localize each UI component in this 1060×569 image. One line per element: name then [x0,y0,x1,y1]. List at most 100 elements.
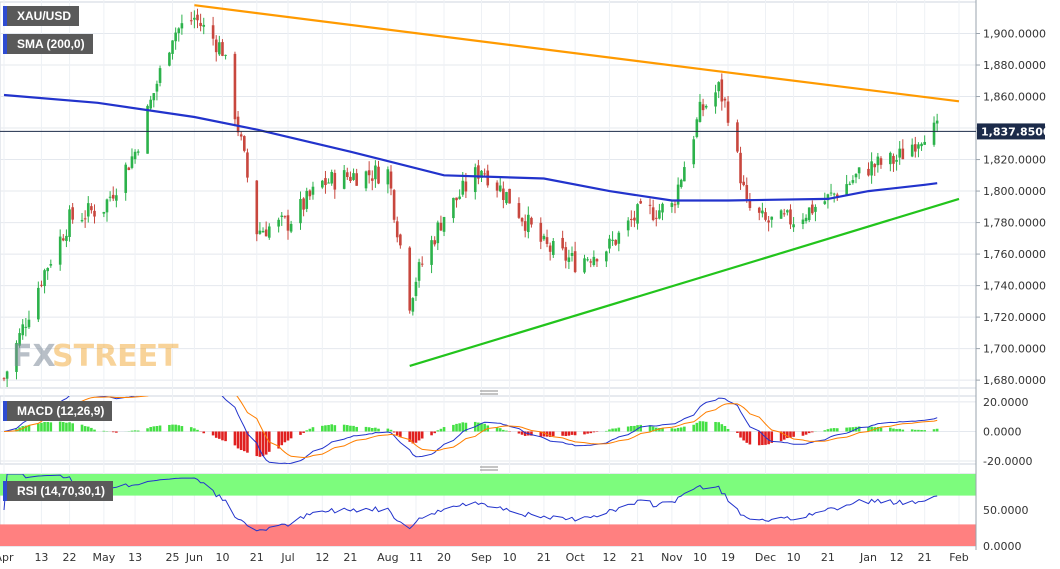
macd-histogram-bar [93,429,96,432]
macd-histogram-bar [505,430,508,432]
macd-histogram-bar [695,422,699,432]
macd-histogram-bar [439,428,443,432]
candle-body [811,204,814,214]
candle-body [517,203,521,218]
candle-body [826,194,830,201]
candle-body [779,210,783,219]
macd-histogram-bar [177,425,181,432]
candle-body [477,165,480,179]
x-tick-label: 12 [602,551,616,564]
panel-separator-handles[interactable] [480,390,498,471]
macd-histogram-bar [193,428,196,432]
macd-histogram-bar [420,431,424,439]
x-tick-label: 21 [537,551,551,564]
candle-body [46,268,49,272]
candle-body [480,170,483,178]
candle-body [823,201,827,204]
macd-histogram-bar [321,425,324,432]
macd-histogram-bar [302,431,305,433]
candle-body [564,247,568,261]
candle-body [879,158,883,165]
candle-body [932,122,936,145]
macd-histogram-bar [692,424,696,432]
candle-body [283,216,287,218]
x-tick-label: Oct [566,551,586,564]
macd-label[interactable]: MACD (12,26,9) [3,401,113,421]
candle-body [218,42,221,55]
candle-body [661,203,664,213]
macd-histogram-bar [670,428,674,432]
current-price-value: 1,837.8500 [981,125,1051,138]
candle-body [542,235,546,240]
candle-body [630,218,633,221]
macd-histogram-bar [835,428,839,432]
symbol-label[interactable]: XAU/USD [3,6,80,26]
macd-histogram-bar [46,421,49,432]
candle-body [374,165,377,180]
macd-histogram-bar [218,431,221,439]
candle-body [605,251,608,262]
macd-histogram-bar [658,428,661,432]
macd-histogram-bar [264,431,268,455]
watermark: FX STREET [12,339,179,374]
macd-histogram-bar [589,431,593,434]
candle-body [592,256,596,266]
macd-histogram-bar [879,427,883,432]
candle-body [436,222,440,244]
macd-histogram-bar [567,431,571,436]
x-tick-label: Jun [185,551,203,564]
sma-label[interactable]: SMA (200,0) [3,34,93,54]
macd-histogram-bar [801,431,805,436]
candle-body [58,236,62,265]
macd-histogram-bar [617,427,621,432]
macd-histogram-bar [779,431,783,442]
candle-body [745,185,749,199]
macd-histogram-bar [277,431,280,449]
macd-histogram-bar [736,431,739,433]
candle-body [561,237,564,249]
macd-histogram-bar [910,429,914,432]
macd-histogram-bar [224,431,227,442]
candle-body [757,207,761,213]
candle-body [243,136,246,151]
candle-body [177,28,181,34]
macd-histogram-bar [158,425,162,432]
macd-histogram-bar [935,428,939,432]
candle-body [171,40,174,54]
macd-histogram-bar [932,429,936,432]
candle-body [108,196,112,198]
rsi-line [3,474,938,532]
x-tick-label: 11 [409,551,423,564]
macd-histogram-bar [189,427,193,432]
rsi-overbought-band [0,474,976,496]
macd-histogram-bar [761,431,764,446]
macd-histogram-bar [214,431,218,438]
candle-body [901,148,905,160]
macd-histogram-bar [480,422,483,432]
macd-histogram-bar [901,429,905,432]
macd-histogram-bar [789,431,792,438]
macd-histogram-bar [679,427,683,432]
candle-body [321,180,324,188]
x-tick-label: 21 [631,551,645,564]
macd-histogram-bar [639,424,642,432]
candle-body [233,53,237,120]
macd-histogram-bar [171,424,174,432]
macd-histogram-bar [374,427,377,432]
macd-panel [3,396,939,464]
rsi-label[interactable]: RSI (14,70,30,1) [3,481,114,501]
macd-histogram-bar [133,430,137,432]
candle-body [246,152,249,178]
macd-histogram-bar [43,422,46,432]
candle-body [570,252,574,256]
macd-histogram-bar [90,427,93,432]
macd-histogram-bar [683,426,686,432]
macd-histogram-bar [86,426,90,432]
macd-histogram-bar [399,431,402,438]
x-tick-label: 21 [918,551,932,564]
candle-body [346,172,349,178]
macd-histogram-bar [433,431,436,434]
candle-body [814,206,817,212]
macd-histogram-bar [895,429,898,432]
candle-body [267,226,271,238]
